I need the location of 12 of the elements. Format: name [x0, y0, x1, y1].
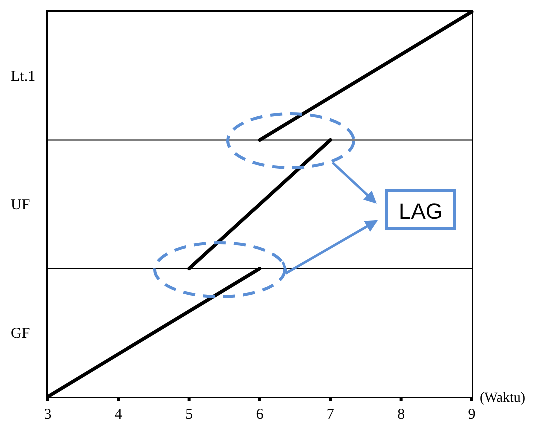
x-tick-label: 3: [44, 407, 52, 421]
x-tick-label: 6: [256, 407, 264, 421]
band-label: GF: [11, 326, 30, 342]
x-tick-label: 4: [114, 407, 123, 421]
annotation: LAG: [398, 199, 444, 224]
x-tick-label: 8: [398, 407, 406, 421]
x-tick-label: 7: [326, 407, 335, 421]
band-label: UF: [11, 198, 30, 214]
band-label: Lt.1: [11, 69, 36, 86]
x-tick-label: 5: [186, 407, 194, 421]
x-tick-label: 9: [468, 407, 476, 421]
x-axis-title: (Waktu): [480, 391, 526, 406]
